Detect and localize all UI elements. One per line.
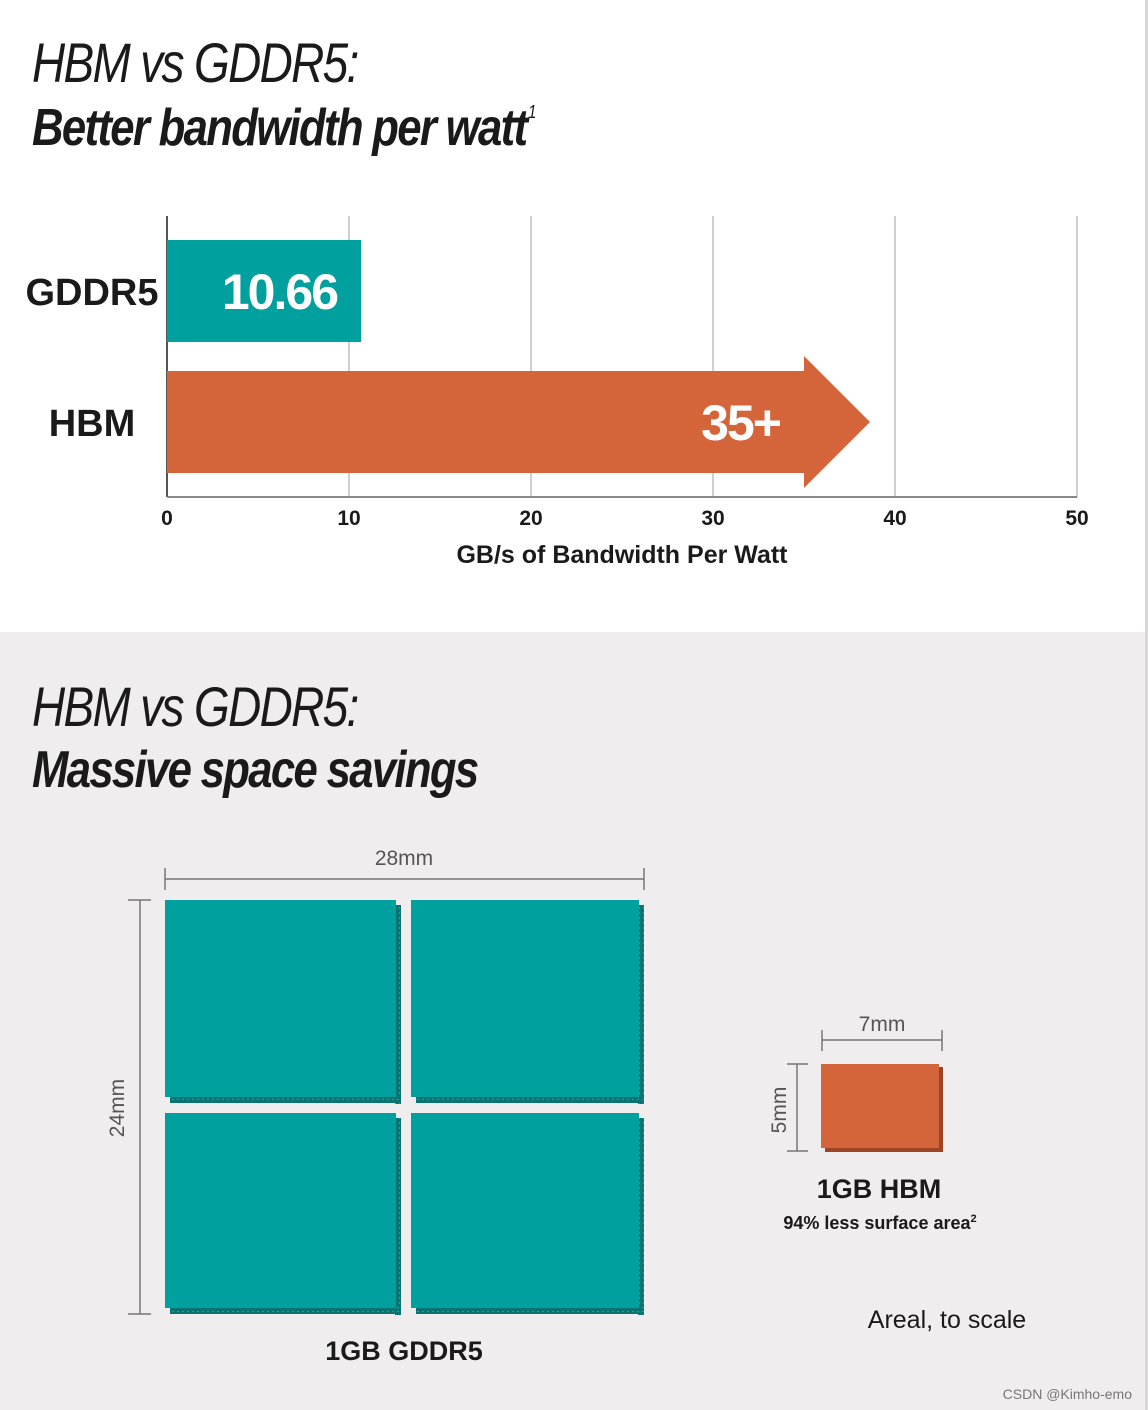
bandwidth-footnote-mark: 1 — [528, 102, 536, 122]
gddr5-chip — [165, 1113, 401, 1315]
hbm-height-dimension: 5mm — [768, 1063, 808, 1152]
bandwidth-bar-chart: 0 10 20 30 40 50 10.66 GDDR5 35+ HBM GB/s of Bandw… — [25, 216, 1089, 569]
gddr5-chip — [411, 900, 644, 1104]
gddr5-height-dimension: 24mm — [106, 899, 151, 1315]
page-edge-divider — [1145, 0, 1148, 1410]
x-tick-label: 40 — [883, 507, 906, 530]
credit-watermark: CSDN @Kimho-emo — [1002, 1386, 1132, 1402]
bar-value-label: 10.66 — [222, 264, 337, 320]
x-tick-label: 0 — [161, 507, 173, 530]
hbm-subcaption-text: 94% less surface area — [783, 1213, 971, 1233]
hbm-width-dimension: 7mm — [821, 1013, 943, 1051]
x-axis-title: GB/s of Bandwidth Per Watt — [456, 541, 788, 569]
bandwidth-heading-light: HBM vs GDDR5: — [32, 31, 359, 94]
hbm-height-label: 5mm — [768, 1087, 791, 1134]
x-tick-label: 10 — [337, 507, 360, 530]
bandwidth-heading-bold: Better bandwidth per watt1 — [32, 98, 536, 158]
x-tick-label: 20 — [519, 507, 542, 530]
gddr5-height-label: 24mm — [106, 1079, 129, 1137]
category-label: GDDR5 — [25, 272, 158, 314]
scale-note: Areal, to scale — [868, 1306, 1026, 1334]
gddr5-width-dimension: 28mm — [164, 847, 645, 890]
gddr5-bar — [167, 240, 362, 342]
bar-value-label: 35+ — [701, 395, 781, 451]
category-label: HBM — [49, 403, 136, 445]
hbm-footnote-mark: 2 — [971, 1213, 977, 1225]
x-tick-label: 30 — [701, 507, 724, 530]
gddr5-caption: 1GB GDDR5 — [325, 1336, 483, 1366]
bandwidth-heading-text: Better bandwidth per watt — [32, 99, 528, 157]
gddr5-chip — [411, 1113, 644, 1315]
hbm-width-label: 7mm — [859, 1013, 906, 1036]
gddr5-chip — [165, 900, 401, 1104]
gddr5-width-label: 28mm — [375, 847, 433, 870]
space-heading-bold: Massive space savings — [32, 741, 479, 799]
hbm-subcaption: 94% less surface area2 — [783, 1213, 976, 1233]
hbm-caption: 1GB HBM — [817, 1174, 942, 1204]
space-heading-light: HBM vs GDDR5: — [32, 675, 359, 738]
x-tick-label: 50 — [1065, 507, 1088, 530]
hbm-chip — [821, 1064, 943, 1152]
hbm-bar-arrow — [167, 356, 870, 488]
